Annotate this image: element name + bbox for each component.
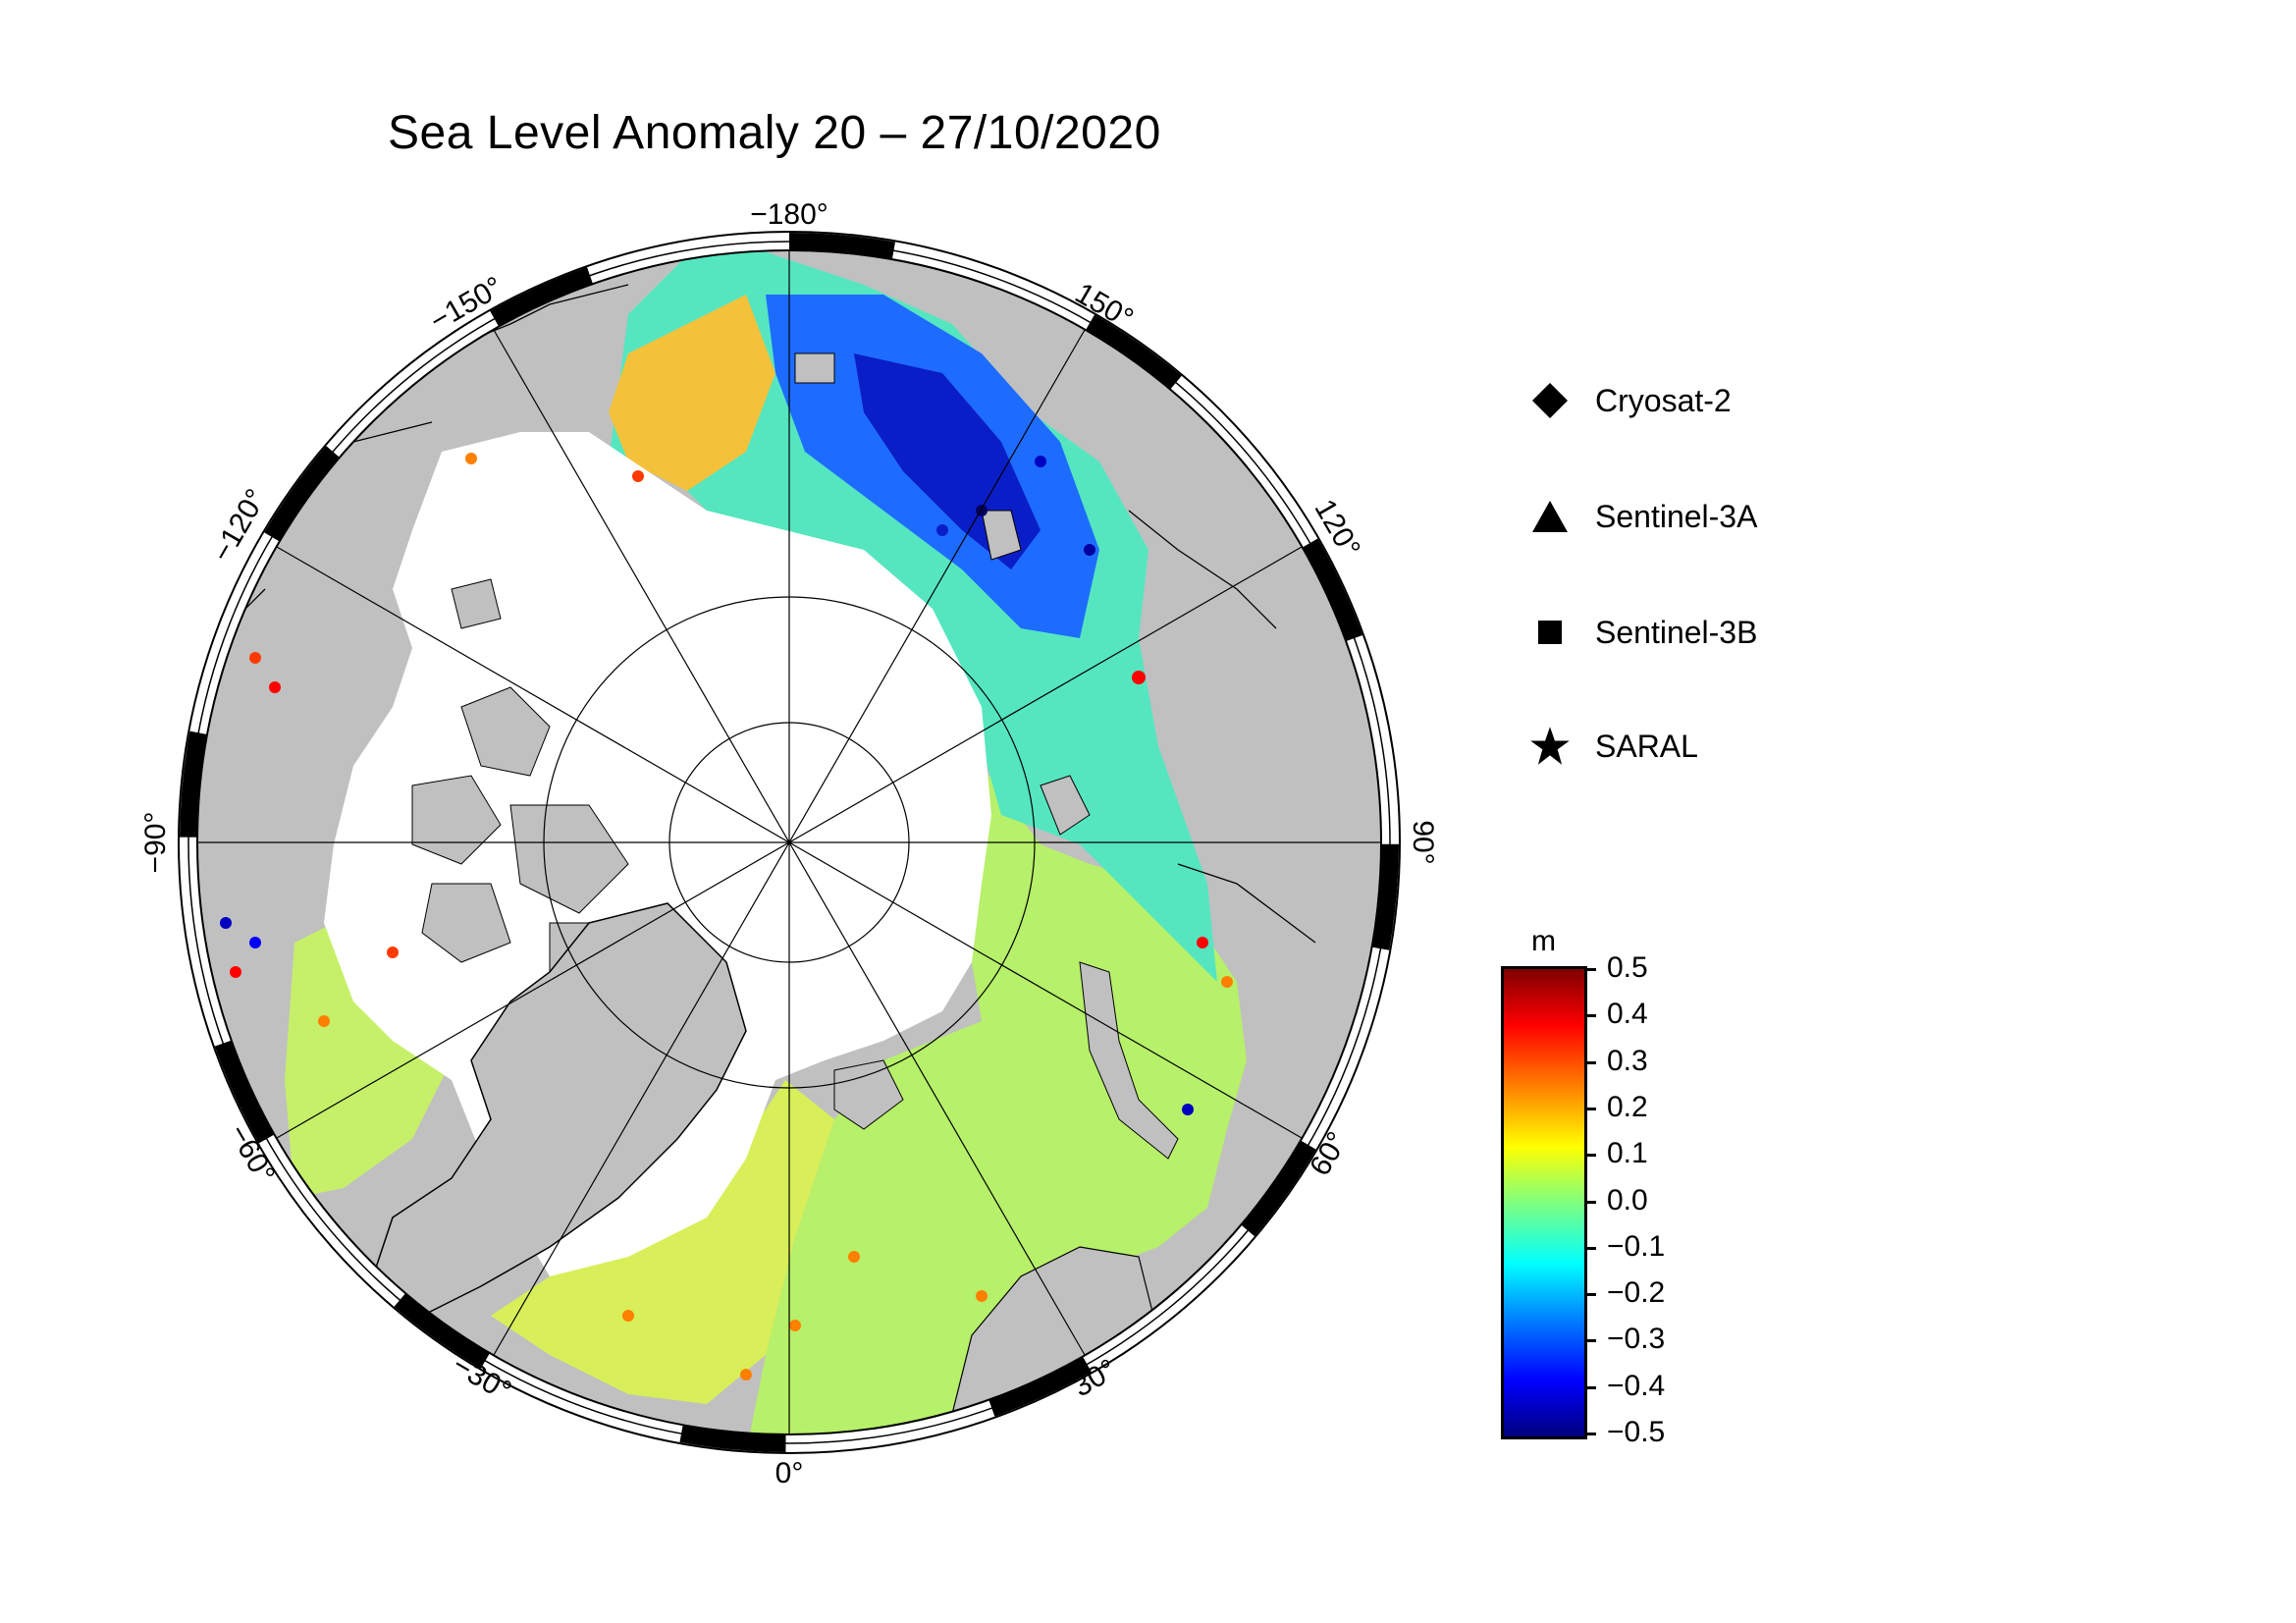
colorbar-tick-label: 0.1: [1607, 1137, 1648, 1170]
colorbar-tick: [1584, 1293, 1596, 1297]
graticule: [197, 250, 1381, 1434]
colorbar-tick-label: 0.5: [1607, 951, 1648, 984]
legend-item-saral: SARAL: [1526, 717, 1698, 776]
colorbar-tick: [1584, 968, 1596, 971]
lon-label-60e: 60°: [1304, 1126, 1354, 1181]
ocean-region-barents-norwegian: [746, 766, 1247, 1434]
colorbar-unit: m: [1531, 925, 1556, 957]
map-disc: [197, 250, 1381, 1434]
colorbar: [1501, 966, 1587, 1439]
colorbar-tick: [1584, 1200, 1596, 1204]
wrangel-island: [794, 352, 835, 384]
map-frame: [178, 231, 1401, 1454]
square-icon: [1526, 609, 1574, 656]
lon-label-120w: −120°: [206, 484, 273, 568]
legend-label: Cryosat-2: [1595, 382, 1732, 418]
legend-item-cryosat: Cryosat-2: [1526, 371, 1732, 430]
colorbar-tick-label: 0.4: [1607, 998, 1648, 1031]
lon-label-180w: −180°: [750, 198, 828, 231]
colorbar-tick: [1584, 1060, 1596, 1064]
colorbar-tick: [1584, 1246, 1596, 1250]
colorbar-tick: [1584, 1339, 1596, 1343]
colorbar-tick: [1584, 1154, 1596, 1158]
legend-label: Sentinel-3B: [1595, 614, 1758, 650]
colorbar-tick-label: −0.5: [1607, 1416, 1666, 1448]
colorbar-tick-label: −0.4: [1607, 1369, 1666, 1402]
colorbar-tick-label: 0.3: [1607, 1044, 1648, 1077]
colorbar-tick-label: −0.2: [1607, 1276, 1666, 1310]
legend-label: Sentinel-3A: [1595, 498, 1758, 534]
colorbar-tick-label: −0.1: [1607, 1229, 1666, 1263]
colorbar-tick: [1584, 1385, 1596, 1389]
severnaya-zemlya: [1040, 775, 1091, 836]
colorbar-tick-label: 0.0: [1607, 1183, 1648, 1217]
legend-label: SARAL: [1595, 728, 1698, 764]
ocean-region-greenland-sea: [491, 1080, 834, 1404]
ocean-region-chukchi: [609, 295, 775, 491]
colorbar-tick-label: 0.2: [1607, 1090, 1648, 1123]
colorbar-tick: [1584, 1014, 1596, 1018]
diamond-icon: [1526, 377, 1574, 424]
triangle-icon: [1526, 493, 1574, 540]
svalbard: [833, 1059, 904, 1130]
lon-label-90e: 90°: [1407, 820, 1439, 864]
lon-label-90w: −90°: [139, 812, 172, 874]
star-icon: [1526, 723, 1574, 770]
colorbar-tick: [1584, 1433, 1596, 1435]
altimetry-tracks: [220, 453, 1233, 1380]
colorbar-tick-label: −0.3: [1607, 1323, 1666, 1356]
map-title: Sea Level Anomaly 20 – 27/10/2020: [388, 107, 1161, 159]
legend-item-sentinel-3b: Sentinel-3B: [1526, 603, 1757, 662]
novaya-zemlya: [1079, 961, 1179, 1160]
new-siberian-islands: [981, 510, 1022, 561]
lon-label-0: 0°: [775, 1457, 804, 1489]
legend-item-sentinel-3a: Sentinel-3A: [1526, 487, 1757, 546]
colorbar-tick: [1584, 1107, 1596, 1110]
greenland: [372, 902, 747, 1317]
